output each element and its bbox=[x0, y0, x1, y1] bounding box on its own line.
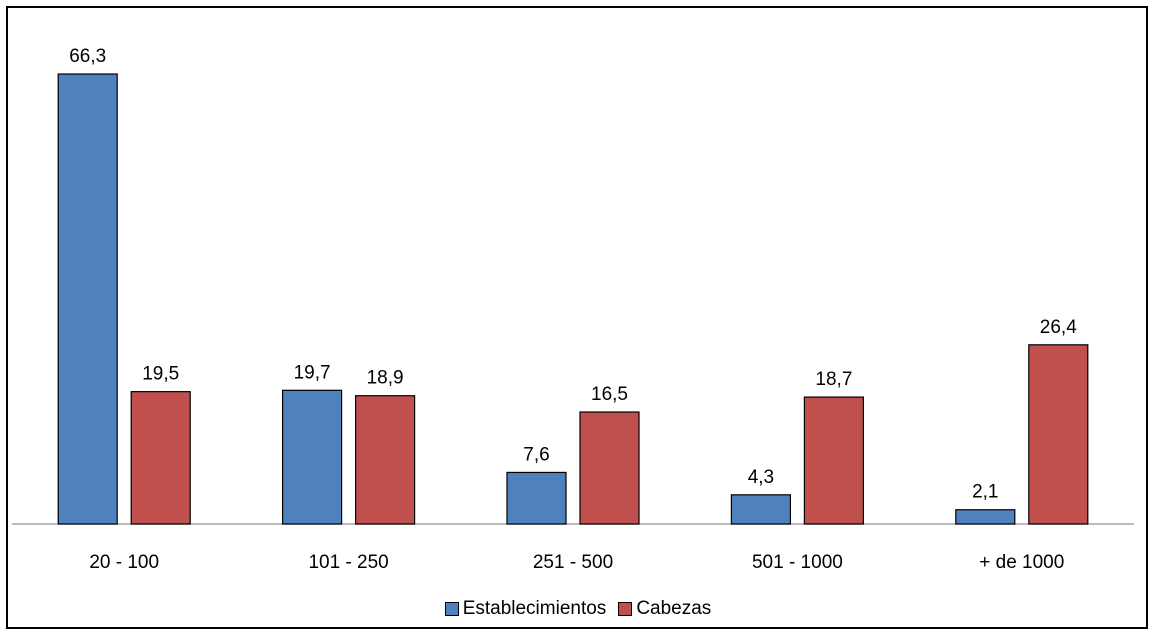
data-label-cabezas-4: 26,4 bbox=[1040, 317, 1077, 338]
bar-establecimientos-2 bbox=[506, 471, 567, 525]
chart-frame: 66,3 19,5 20 - 100 19,7 18,9 101 - 250 7,6 16,5… bbox=[6, 6, 1148, 629]
data-label-establecimientos-3: 4,3 bbox=[748, 467, 774, 488]
bar-cabezas-4 bbox=[1028, 344, 1089, 525]
legend-swatch-cabezas bbox=[618, 602, 633, 616]
bar-establecimientos-4 bbox=[955, 509, 1016, 525]
legend: Establecimientos Cabezas bbox=[0, 597, 1156, 621]
category-label-1: 101 - 250 bbox=[308, 552, 388, 573]
bar-cabezas-0 bbox=[130, 391, 191, 525]
data-label-establecimientos-4: 2,1 bbox=[972, 482, 998, 503]
data-label-establecimientos-1: 19,7 bbox=[294, 362, 331, 383]
data-label-cabezas-3: 18,7 bbox=[815, 369, 852, 390]
bar-establecimientos-3 bbox=[730, 494, 792, 525]
category-label-0: 20 - 100 bbox=[89, 552, 159, 573]
data-label-cabezas-1: 18,9 bbox=[367, 368, 404, 389]
bar-cabezas-2 bbox=[579, 411, 640, 525]
bar-establecimientos-0 bbox=[57, 73, 118, 525]
bar-chart: 66,3 19,5 20 - 100 19,7 18,9 101 - 250 7,6 16,5… bbox=[12, 46, 1134, 573]
data-label-establecimientos-2: 7,6 bbox=[523, 444, 549, 465]
data-label-cabezas-2: 16,5 bbox=[591, 384, 628, 405]
legend-item-cabezas: Cabezas bbox=[618, 598, 711, 620]
data-label-cabezas-0: 19,5 bbox=[142, 364, 179, 385]
legend-item-establecimientos: Establecimientos bbox=[444, 598, 607, 620]
category-label-3: 501 - 1000 bbox=[752, 552, 843, 573]
category-label-2: 251 - 500 bbox=[533, 552, 613, 573]
bar-cabezas-3 bbox=[803, 396, 865, 525]
legend-swatch-establecimientos bbox=[444, 602, 459, 616]
bar-cabezas-1 bbox=[355, 395, 416, 525]
data-label-establecimientos-0: 66,3 bbox=[69, 46, 106, 67]
legend-label-cabezas: Cabezas bbox=[636, 598, 712, 619]
bar-establecimientos-1 bbox=[282, 389, 343, 525]
category-label-4: + de 1000 bbox=[979, 552, 1064, 573]
legend-label-establecimientos: Establecimientos bbox=[462, 598, 607, 619]
